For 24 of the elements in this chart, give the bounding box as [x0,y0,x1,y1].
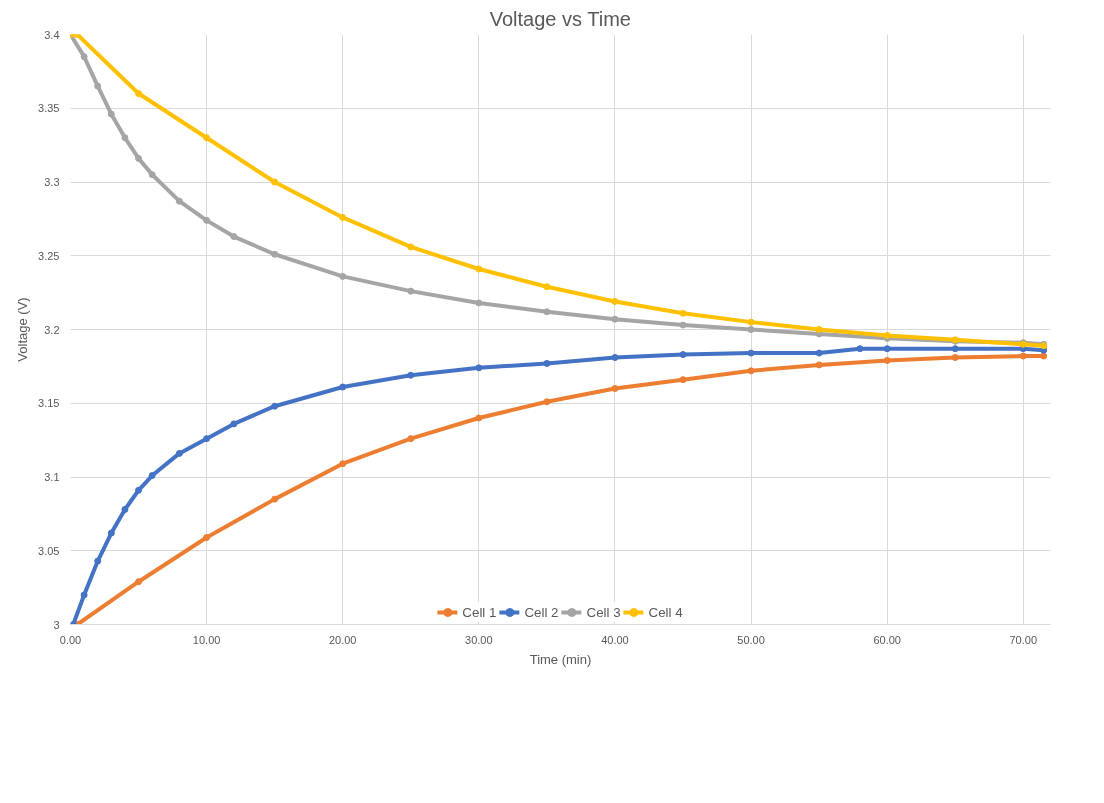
y-tick-label: 3.2 [44,323,60,336]
y-tick-label: 3.35 [38,102,60,115]
y-tick-label: 3.3 [44,176,60,188]
y-tick-label: 3.4 [44,28,60,41]
x-tick-label: 70.00 [1009,633,1038,646]
y-axis-title: Voltage (V) [15,297,31,362]
legend-label: Cell 4 [648,604,683,620]
y-tick-label: 3 [53,618,60,631]
x-tick-label: 40.00 [601,633,629,646]
y-tick-label: 3.1 [44,471,60,483]
y-tick-label: 3.25 [38,249,60,262]
x-tick-label: 10.00 [192,633,221,646]
legend-label: Cell 2 [524,604,559,620]
x-tick-label: 20.00 [328,633,357,646]
y-tick-label: 3.05 [38,544,60,557]
x-tick-label: 50.00 [737,633,765,646]
y-tick-label: 3.15 [38,397,60,410]
x-tick-label: 60.00 [873,633,901,646]
chart-title: Voltage vs Time [489,7,631,30]
x-axis-title: Time (min) [529,651,592,667]
x-tick-label: 0.00 [59,633,82,646]
legend-label: Cell 1 [462,604,497,620]
x-tick-label: 30.00 [465,633,493,646]
legend-label: Cell 3 [586,604,621,620]
